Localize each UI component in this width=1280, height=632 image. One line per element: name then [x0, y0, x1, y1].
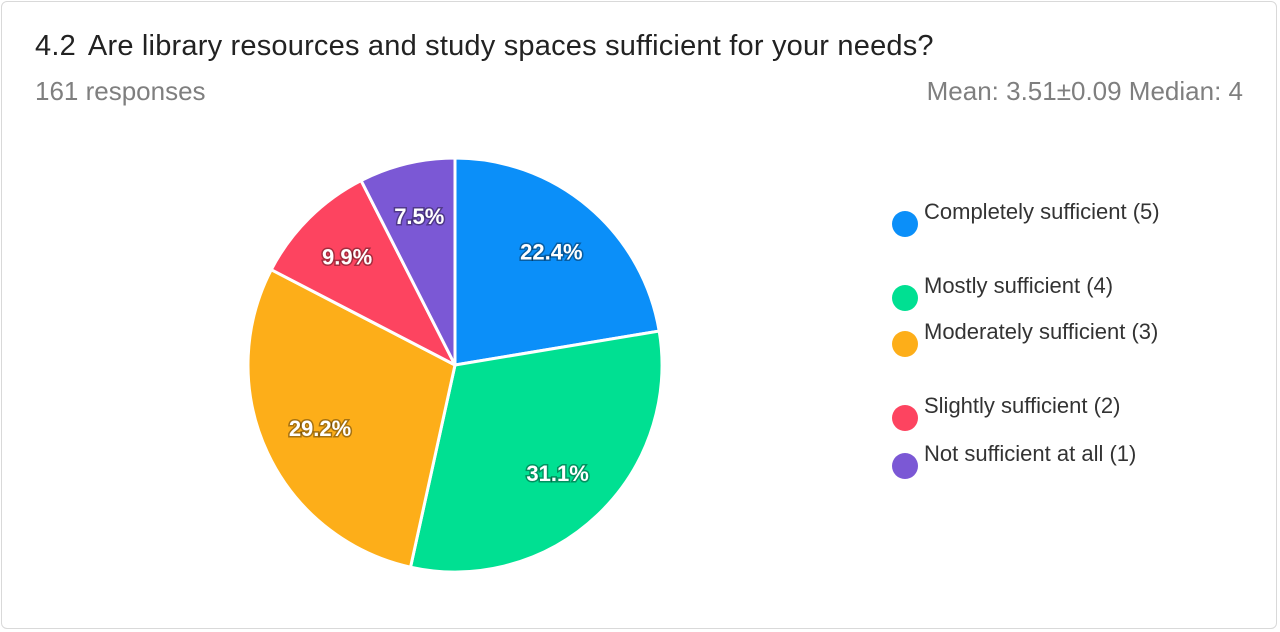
pie-slice-mostly[interactable]	[409, 329, 664, 574]
pie-label-slightly: 9.9%	[322, 244, 372, 269]
pie-slice-completely[interactable]	[453, 156, 661, 367]
pie-slice-not-at-all[interactable]	[359, 156, 457, 367]
legend-item-completely[interactable]: Completely sufficient (5)	[892, 198, 1174, 237]
legend-label: Slightly sufficient (2)	[924, 393, 1121, 418]
pie-labels: 22.4% 31.1% 29.2% 9.9% 7.5%	[287, 203, 590, 488]
question-text: Are library resources and study spaces s…	[87, 30, 934, 62]
legend-label: Moderately sufficient (3)	[924, 319, 1159, 344]
legend-dot-not-at-all	[892, 453, 918, 479]
legend-label: Not sufficient at all (1)	[924, 441, 1137, 466]
pie-slice-moderately[interactable]	[246, 268, 457, 569]
legend-item-moderately[interactable]: Moderately sufficient (3)	[892, 318, 1174, 357]
legend-item-slightly[interactable]: Slightly sufficient (2)	[892, 392, 1174, 431]
legend-item-not-at-all[interactable]: Not sufficient at all (1)	[892, 440, 1174, 479]
legend-label: Mostly sufficient (4)	[924, 273, 1114, 298]
legend-item-mostly[interactable]: Mostly sufficient (4)	[892, 272, 1174, 311]
legend-label: Completely sufficient (5)	[924, 199, 1160, 224]
legend-dot-mostly	[892, 285, 918, 311]
summary-stats: Mean: 3.51±0.09 Median: 4	[926, 76, 1243, 106]
legend-dot-slightly	[892, 405, 918, 431]
question-number: 4.2	[35, 30, 76, 62]
legend-dot-moderately	[892, 331, 918, 357]
pie-label-mostly: 31.1%	[526, 461, 588, 486]
legend-dot-completely	[892, 211, 918, 237]
pie-slices	[246, 156, 664, 574]
pie-slice-slightly[interactable]	[269, 179, 457, 367]
pie-label-moderately: 29.2%	[289, 416, 351, 441]
pie-label-completely: 22.4%	[520, 239, 582, 264]
question-title: 4.2 Are library resources and study space…	[35, 30, 934, 63]
response-count: 161 responses	[35, 76, 206, 106]
pie-label-not-at-all: 7.5%	[394, 204, 444, 229]
